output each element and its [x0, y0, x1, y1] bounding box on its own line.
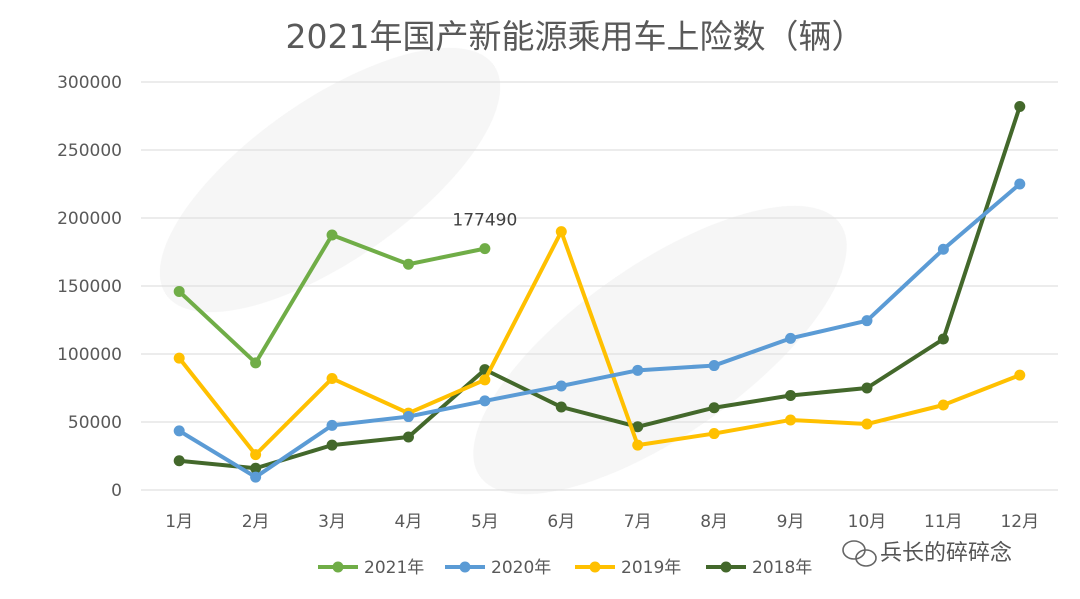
legend-swatch-marker [459, 561, 471, 573]
x-tick-label: 2月 [242, 512, 270, 532]
x-tick-label: 6月 [547, 512, 575, 532]
data-point [326, 372, 338, 384]
data-point [402, 258, 414, 270]
data-point [555, 401, 567, 413]
data-point [479, 243, 491, 255]
data-point [250, 462, 262, 474]
y-tick-label: 200000 [57, 209, 122, 229]
data-point [785, 389, 797, 401]
legend-swatch-marker [332, 561, 344, 573]
data-point [479, 374, 491, 386]
data-point [1014, 100, 1026, 112]
data-point [173, 285, 185, 297]
series-2 [173, 226, 1026, 461]
data-point [555, 226, 567, 238]
x-tick-label: 7月 [624, 512, 652, 532]
x-tick-label: 1月 [165, 512, 193, 532]
series-line [177, 104, 1022, 471]
data-point [402, 431, 414, 443]
x-tick-label: 9月 [777, 512, 805, 532]
data-point [937, 333, 949, 345]
data-point [708, 428, 720, 440]
data-point [861, 315, 873, 327]
x-tick-label: 8月 [700, 512, 728, 532]
gridlines [141, 81, 1058, 491]
data-point [555, 380, 567, 392]
legend-label: 2019年 [621, 558, 681, 578]
data-point [326, 419, 338, 431]
data-point [937, 243, 949, 255]
watermark-badge: 兵长的碎碎念 [842, 540, 1012, 567]
data-point [326, 229, 338, 241]
data-point [250, 449, 262, 461]
legend-item: 2021年 [318, 558, 424, 578]
data-point [250, 357, 262, 369]
legend: 2021年 2020年 2019年 2018年 [318, 558, 812, 578]
legend-label: 2020年 [491, 558, 551, 578]
data-point [173, 425, 185, 437]
x-tick-label: 3月 [318, 512, 346, 532]
x-axis-ticks: 1月 2月 3月 4月 5月 6月 7月 8月 9月 10月 11月 12月 [165, 512, 1039, 532]
data-point [708, 402, 720, 414]
data-point [861, 382, 873, 394]
data-point [632, 439, 644, 451]
legend-item: 2018年 [706, 558, 812, 578]
y-tick-label: 250000 [57, 141, 122, 161]
data-point [402, 411, 414, 423]
series-3 [173, 100, 1026, 474]
y-tick-label: 150000 [57, 277, 122, 297]
y-tick-label: 100000 [57, 345, 122, 365]
series-0 [173, 229, 491, 369]
series-line [177, 182, 1022, 480]
y-tick-label: 300000 [57, 73, 122, 93]
data-point [173, 352, 185, 364]
series-1 [173, 178, 1026, 483]
data-point [479, 395, 491, 407]
chart-title: 2021年国产新能源乘用车上险数（辆） [286, 17, 865, 56]
x-tick-label: 10月 [848, 512, 887, 532]
data-point [861, 418, 873, 430]
data-label: 177490 [452, 211, 517, 231]
x-tick-label: 4月 [395, 512, 423, 532]
data-point [173, 455, 185, 467]
wechat-icon [842, 540, 877, 567]
legend-item: 2019年 [575, 558, 681, 578]
series-line [177, 229, 1022, 457]
data-point [937, 399, 949, 411]
legend-label: 2021年 [364, 558, 424, 578]
data-point [1014, 369, 1026, 381]
legend-swatch-marker [720, 561, 732, 573]
x-tick-label: 11月 [924, 512, 963, 532]
x-tick-label: 5月 [471, 512, 499, 532]
data-point [1014, 178, 1026, 190]
y-tick-label: 50000 [68, 413, 122, 433]
data-point [632, 364, 644, 376]
y-axis-ticks: 0 50000 100000 150000 200000 250000 300000 [57, 73, 122, 501]
data-point [785, 414, 797, 426]
legend-item: 2020年 [445, 558, 551, 578]
legend-swatch-marker [589, 561, 601, 573]
data-point [326, 439, 338, 451]
series-layer [173, 100, 1026, 483]
data-labels: 177490 [452, 211, 517, 231]
y-tick-label: 0 [111, 481, 122, 501]
x-tick-label: 12月 [1000, 512, 1039, 532]
watermark-text: 兵长的碎碎念 [880, 541, 1012, 566]
data-point [785, 332, 797, 344]
data-point [632, 421, 644, 433]
data-point [250, 471, 262, 483]
legend-label: 2018年 [752, 558, 812, 578]
data-point [708, 360, 720, 372]
